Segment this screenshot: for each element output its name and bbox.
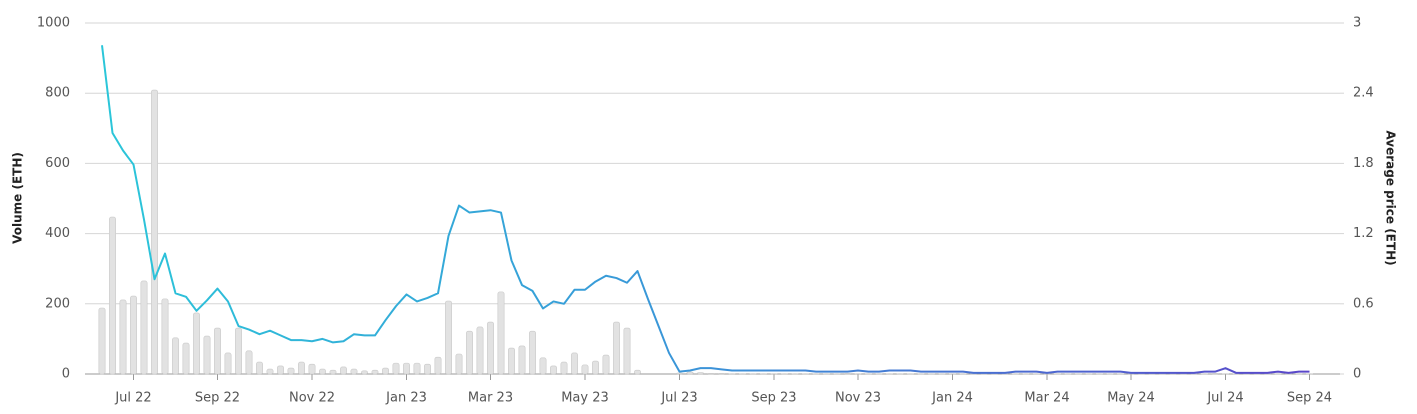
bar <box>235 327 242 375</box>
y-tick-label: 200 <box>45 296 70 311</box>
y2-tick-label: 1.2 <box>1353 226 1374 241</box>
bar <box>508 347 515 375</box>
x-tick-label: Sep 23 <box>751 391 796 406</box>
bar <box>193 312 200 375</box>
bar <box>623 327 631 375</box>
bar <box>392 362 400 375</box>
y-tick-label: 0 <box>62 367 70 382</box>
bar <box>581 364 589 375</box>
bar <box>350 368 358 375</box>
bar <box>329 369 337 375</box>
bar <box>466 330 473 375</box>
y2-tick-label: 2.4 <box>1353 86 1374 101</box>
bar <box>172 337 179 375</box>
bar <box>319 368 326 375</box>
x-tick-label: Nov 22 <box>289 391 335 406</box>
bar <box>476 326 484 375</box>
x-tick-label: Jul 23 <box>660 391 697 406</box>
x-tick-label: May 24 <box>1107 391 1155 406</box>
bar <box>1211 372 1219 375</box>
y-tick-label: 600 <box>45 156 70 171</box>
bar <box>109 216 116 375</box>
y-axis-title: Volume (ETH) <box>11 152 25 244</box>
bar <box>203 335 211 375</box>
x-tick-label: May 23 <box>561 391 609 406</box>
bar <box>718 372 725 375</box>
bar <box>602 354 610 375</box>
bar <box>98 307 106 375</box>
x-tick-label: Sep 24 <box>1287 391 1332 406</box>
bar <box>119 299 127 375</box>
bar <box>539 357 547 375</box>
x-tick-label: Jan 23 <box>385 391 427 406</box>
line <box>101 45 1310 374</box>
bar <box>487 321 494 375</box>
bar <box>382 367 389 375</box>
x-tick-label: Nov 23 <box>835 391 881 406</box>
bar <box>256 361 263 375</box>
bar <box>266 368 274 375</box>
y-tick-label: 1000 <box>37 16 70 31</box>
bar <box>214 327 221 375</box>
bar <box>182 342 190 375</box>
bar <box>707 372 715 375</box>
bar <box>676 372 683 375</box>
x-tick-label: Jul 24 <box>1206 391 1243 406</box>
bar <box>413 362 421 375</box>
bar <box>445 300 452 375</box>
bar <box>371 369 379 375</box>
x-tick-label: Mar 24 <box>1024 391 1069 406</box>
bar <box>130 295 137 375</box>
bar <box>497 291 505 375</box>
bar <box>613 321 620 375</box>
bar <box>592 360 599 375</box>
bar <box>140 280 148 375</box>
y-tick-label: 800 <box>45 86 70 101</box>
bar <box>634 369 641 375</box>
y2-tick-label: 0 <box>1353 367 1361 382</box>
bar <box>224 352 232 375</box>
bar <box>560 361 568 375</box>
y2-tick-label: 0.6 <box>1353 296 1374 311</box>
bar <box>844 372 851 375</box>
x-tick-label: Jul 22 <box>114 391 151 406</box>
x-tick-label: Mar 23 <box>468 391 513 406</box>
y-tick-label: 400 <box>45 226 70 241</box>
bar <box>686 371 694 375</box>
bar <box>308 363 316 375</box>
bar <box>403 362 410 375</box>
y2-tick-label: 1.8 <box>1353 156 1374 171</box>
bar <box>340 366 347 375</box>
bar <box>529 330 536 375</box>
x-tick-label: Jan 24 <box>931 391 973 406</box>
bar <box>424 363 431 375</box>
bar <box>277 365 284 375</box>
bar <box>298 361 305 375</box>
x-tick-label: Sep 22 <box>195 391 240 406</box>
y2-axis-title: Average price (ETH) <box>1384 130 1398 265</box>
bar <box>571 352 578 375</box>
bar <box>550 365 557 375</box>
bar <box>287 367 295 375</box>
bar <box>361 370 368 375</box>
bar <box>245 350 253 375</box>
bar <box>434 356 442 375</box>
bar <box>161 298 169 375</box>
bar <box>518 345 526 375</box>
bar <box>697 372 704 375</box>
bar <box>151 89 158 375</box>
y2-tick-label: 3 <box>1353 16 1361 31</box>
bar <box>455 353 463 375</box>
